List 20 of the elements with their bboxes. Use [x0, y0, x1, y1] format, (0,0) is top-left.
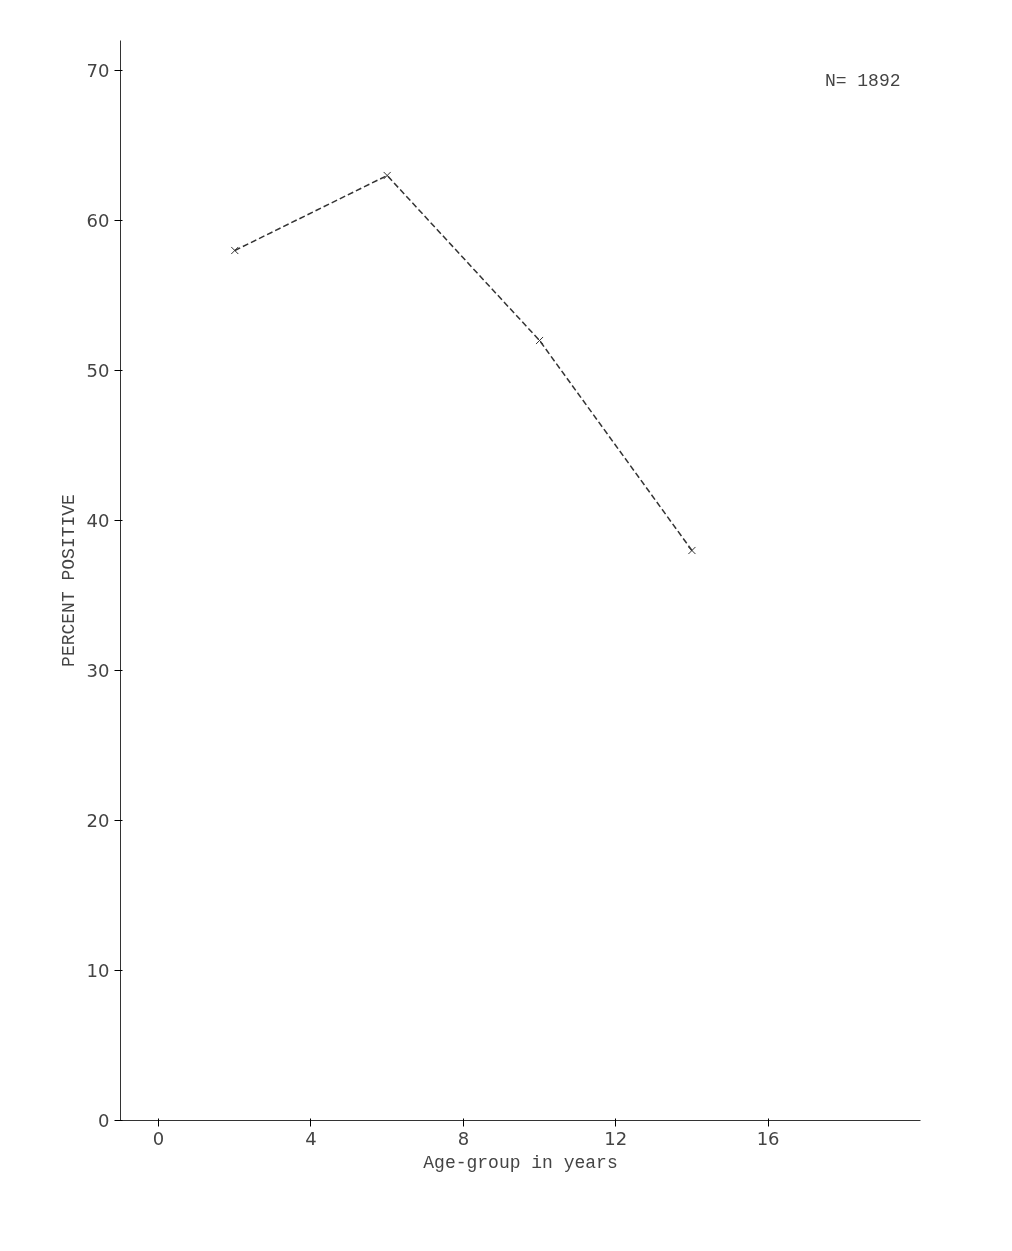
x-axis-title: Age-group in years: [423, 1152, 618, 1173]
x-tick-label: 8: [457, 1127, 470, 1149]
y-tick-label: 20: [86, 810, 110, 831]
point: [383, 171, 392, 180]
y-tick-label: 50: [86, 360, 110, 381]
point: [230, 246, 239, 255]
x-tick-label: 0: [152, 1127, 165, 1149]
point: [687, 546, 696, 555]
y-tick-label: 30: [86, 660, 110, 681]
x-tick-label: 4: [305, 1127, 317, 1149]
y-tick-label: 10: [86, 960, 110, 981]
y-axis-title: PERCENT POSITIVE: [58, 494, 79, 667]
x-tick-label: 16: [756, 1127, 780, 1149]
y-tick-label: 40: [86, 510, 110, 531]
x-tick-label: 12: [604, 1127, 628, 1149]
annotation: N= 1892: [824, 70, 901, 91]
y-tick-label: 60: [86, 210, 110, 231]
y-tick-label: 70: [86, 60, 110, 81]
point: [535, 336, 544, 345]
y-tick-label: 0: [98, 1110, 110, 1131]
